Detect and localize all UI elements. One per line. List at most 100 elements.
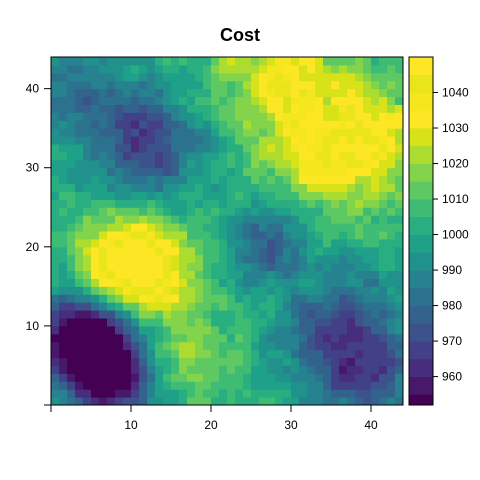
heatmap-cell [203, 136, 212, 145]
heatmap-cell [203, 373, 212, 382]
heatmap-cell [91, 278, 100, 287]
heatmap-cell [51, 365, 60, 374]
heatmap-cell [155, 72, 164, 82]
heatmap-cell [91, 64, 100, 74]
heatmap-cell [211, 325, 220, 335]
heatmap-cell [219, 254, 228, 264]
heatmap-cell [107, 144, 116, 153]
heatmap-cell [235, 365, 244, 374]
heatmap-cell [131, 238, 140, 248]
heatmap-cell [67, 325, 76, 335]
heatmap-cell [155, 112, 164, 121]
heatmap-cell [331, 96, 340, 105]
heatmap-cell [147, 278, 156, 287]
heatmap-cell [59, 175, 68, 185]
heatmap-cell [195, 231, 204, 240]
heatmap-cell [107, 254, 116, 264]
heatmap-cell [251, 175, 260, 185]
heatmap-cell [291, 270, 300, 279]
heatmap-cell [299, 64, 308, 74]
heatmap-cell [107, 223, 116, 232]
heatmap-cell [315, 254, 324, 264]
heatmap-cell [259, 349, 268, 359]
heatmap-cell [291, 349, 300, 359]
heatmap-cell [371, 175, 380, 185]
heatmap-cell [251, 183, 260, 192]
heatmap-cell [371, 270, 380, 279]
heatmap-cell [171, 341, 180, 351]
heatmap-cell [387, 207, 396, 216]
heatmap-cell [99, 136, 108, 145]
heatmap-cell [259, 270, 268, 279]
heatmap-cell [379, 373, 388, 382]
heatmap-cell [107, 159, 116, 169]
heatmap-cell [283, 112, 292, 121]
heatmap-cell [211, 302, 220, 311]
heatmap-cell [147, 357, 156, 366]
heatmap-cell [235, 381, 244, 390]
heatmap-cell [315, 318, 324, 327]
heatmap-cell [187, 223, 196, 232]
heatmap-cell [251, 310, 260, 319]
heatmap-cell [347, 310, 356, 319]
heatmap-cell [283, 270, 292, 279]
heatmap-cell [259, 112, 268, 121]
heatmap-cell [115, 389, 124, 398]
heatmap-cell [59, 397, 68, 406]
heatmap-cell [195, 159, 204, 169]
heatmap-cell [123, 215, 132, 224]
heatmap-cell [235, 357, 244, 366]
heatmap-cell [139, 120, 148, 129]
heatmap-cell [99, 231, 108, 240]
heatmap-cell [75, 136, 84, 145]
heatmap-cell [67, 223, 76, 232]
heatmap-cell [259, 223, 268, 232]
heatmap-cell [315, 325, 324, 335]
heatmap-cell [395, 231, 404, 240]
heatmap-cell [91, 231, 100, 240]
heatmap-cell [59, 112, 68, 121]
heatmap-cell [195, 294, 204, 303]
heatmap-cell [275, 349, 284, 359]
heatmap-cell [147, 159, 156, 169]
heatmap-cell [99, 88, 108, 98]
heatmap-cell [331, 397, 340, 406]
heatmap-cell [59, 207, 68, 216]
heatmap-cell [203, 365, 212, 374]
heatmap-cell [107, 389, 116, 398]
heatmap-cell [59, 302, 68, 311]
heatmap-cell [251, 159, 260, 169]
heatmap-cell [395, 199, 404, 208]
heatmap-cell [195, 207, 204, 216]
heatmap-cell [147, 302, 156, 311]
heatmap-cell [67, 183, 76, 192]
heatmap-cell [267, 318, 276, 327]
heatmap-cell [67, 144, 76, 153]
heatmap-cell [275, 128, 284, 137]
heatmap-cell [395, 72, 404, 82]
heatmap-cell [331, 88, 340, 98]
heatmap-cell [99, 365, 108, 374]
heatmap-cell [323, 270, 332, 279]
heatmap-cell [219, 333, 228, 343]
heatmap-cell [227, 397, 236, 406]
heatmap-cell [51, 341, 60, 351]
heatmap-cell [51, 278, 60, 287]
heatmap-cell [163, 262, 172, 272]
heatmap-cell [347, 231, 356, 240]
heatmap-cell [155, 88, 164, 98]
x-tick-label: 30 [284, 418, 298, 432]
heatmap-cell [371, 128, 380, 137]
heatmap-cell [107, 80, 116, 90]
heatmap-cell [371, 333, 380, 343]
heatmap-cell [203, 223, 212, 232]
heatmap-cell [243, 373, 252, 382]
heatmap-cell [155, 381, 164, 390]
heatmap-cell [251, 96, 260, 105]
heatmap-cell [339, 223, 348, 232]
heatmap-cell [211, 80, 220, 90]
heatmap-cell [131, 199, 140, 208]
heatmap-cell [91, 72, 100, 82]
heatmap-cell [291, 112, 300, 121]
heatmap-cell [347, 112, 356, 121]
